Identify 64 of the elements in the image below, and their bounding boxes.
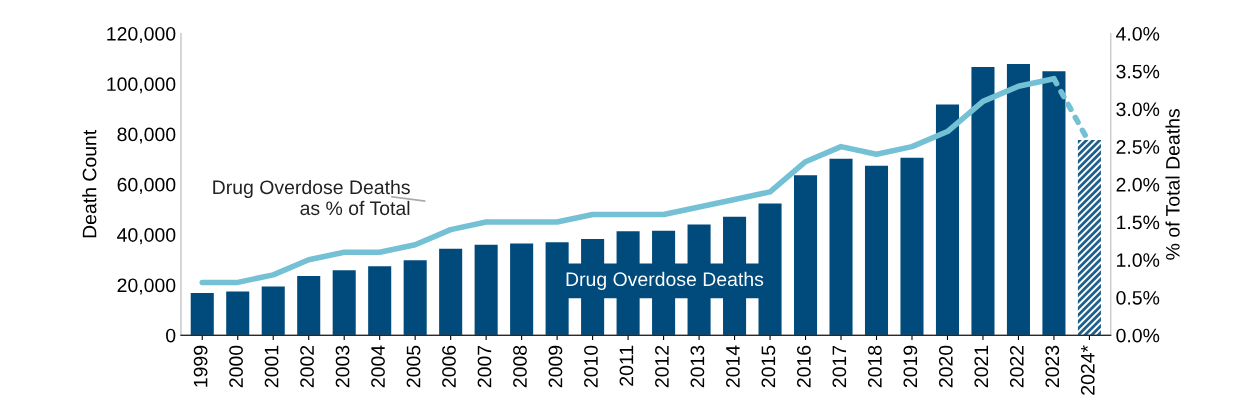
bar (1077, 140, 1101, 336)
y-tick-label: 120,000 (107, 26, 176, 44)
x-tick-label: 2004 (371, 345, 385, 388)
x-tick-label: 2005 (406, 345, 421, 388)
bar (190, 292, 214, 336)
y-tick-label: 60,000 (117, 177, 176, 194)
x-tick-label: 2007 (477, 345, 492, 388)
y-tick-label: 80,000 (117, 127, 176, 144)
y2-tick-label: 3.0% (1116, 102, 1160, 117)
x-tick-label: 2024* (1080, 345, 1095, 395)
x-tick-label: 2017 (832, 345, 847, 388)
bar (1006, 63, 1030, 336)
y-axis-title: Death Count (82, 129, 97, 238)
y2-axis-title: % of Total Deaths (1165, 109, 1180, 260)
x-tick-label: 2022 (1009, 345, 1024, 388)
y2-tick-label: 3.5% (1116, 64, 1160, 79)
x-tick-label: 2016 (796, 345, 811, 388)
x-tick-label: 2008 (513, 345, 527, 388)
x-tick-label: 1999 (193, 345, 208, 387)
y2-tick-label: 0.5% (1116, 290, 1160, 305)
bar (261, 286, 285, 336)
y2-tick-label: 0.0% (1116, 328, 1160, 343)
x-tick-label: 2012 (655, 345, 669, 388)
bar (971, 66, 995, 336)
bar (829, 158, 853, 336)
bar (226, 291, 250, 336)
y2-tick-label: 4.0% (1116, 26, 1160, 41)
x-tick-label: 2021 (974, 345, 989, 388)
y-tick-label: 40,000 (117, 228, 176, 245)
bar (439, 248, 463, 336)
y-tick-label: 20,000 (117, 278, 176, 295)
y-tick-label: 0 (166, 328, 176, 343)
x-tick-label: 2010 (584, 345, 598, 388)
bar (935, 104, 960, 336)
x-tick-label: 2002 (300, 345, 314, 388)
bar (332, 270, 356, 336)
x-tick-label: 2015 (761, 345, 776, 388)
y-tick-label: 100,000 (107, 77, 176, 94)
x-tick-label: 2020 (938, 345, 953, 388)
bar (864, 165, 889, 336)
x-tick-label: 2019 (903, 345, 918, 388)
x-tick-label: 2003 (335, 345, 350, 388)
x-tick-label: 2011 (619, 345, 634, 386)
x-tick-label: 2013 (690, 345, 705, 388)
x-tick-label: 2000 (229, 345, 243, 388)
x-tick-label: 2006 (442, 345, 456, 388)
x-tick-label: 2014 (726, 345, 740, 388)
x-tick-label: 2023 (1045, 345, 1060, 388)
y2-tick-label: 1.0% (1117, 253, 1160, 268)
bar (474, 244, 498, 336)
x-tick-label: 2001 (264, 345, 279, 388)
series-label: Drug Overdose Deaths (566, 271, 764, 290)
y2-tick-label: 2.5% (1116, 140, 1160, 154)
bar (794, 175, 818, 336)
x-tick-label: 2018 (867, 345, 882, 388)
series-label: Drug Overdose Deaths as % of Total (213, 179, 410, 216)
x-tick-label: 2009 (548, 345, 563, 388)
bar (510, 243, 534, 336)
bar (403, 260, 427, 336)
y2-tick-label: 2.0% (1116, 177, 1160, 192)
bar (297, 276, 321, 336)
bar (900, 157, 924, 336)
bar (368, 266, 392, 336)
y2-tick-label: 1.5% (1117, 215, 1160, 230)
